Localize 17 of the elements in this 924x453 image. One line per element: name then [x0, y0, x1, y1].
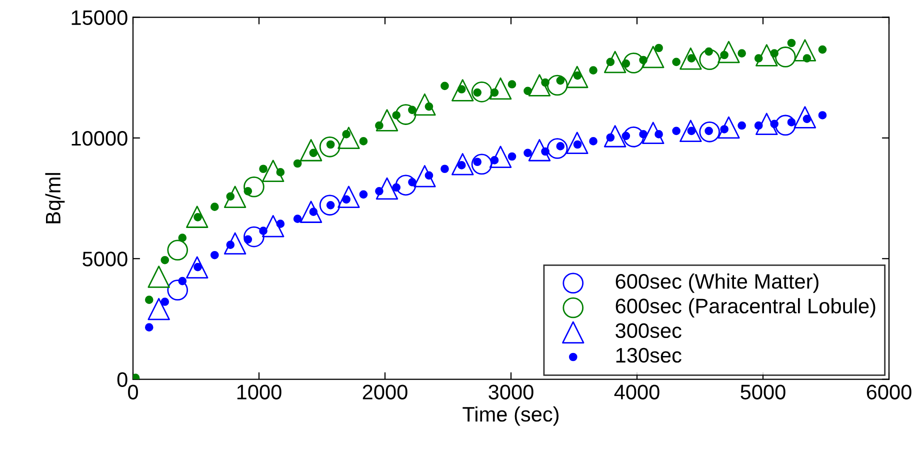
y-tick-label: 0	[117, 372, 128, 388]
x-tick-label: 1000	[237, 384, 282, 400]
legend-label: 300sec	[616, 323, 682, 338]
legend-label: 600sec (White Matter)	[616, 273, 818, 293]
y-axis-title: Bq/ml	[45, 173, 65, 224]
y-tick-label: 15000	[72, 10, 128, 26]
y-tick-label: 5000	[82, 252, 128, 266]
x-tick-label: 3000	[488, 384, 534, 400]
legend-label: 600sec (Paracentral Lobule)	[616, 298, 876, 318]
x-tick-label: 5000	[740, 384, 786, 400]
x-axis-title: Time (sec)	[462, 406, 559, 426]
x-tick-label: 2000	[362, 384, 408, 400]
x-tick-label: 6000	[866, 384, 912, 400]
x-tick-label: 0	[128, 384, 138, 400]
legend-label: 130sec	[616, 348, 682, 363]
y-tick-label: 10000	[72, 130, 128, 146]
x-tick-label: 4000	[614, 384, 660, 400]
